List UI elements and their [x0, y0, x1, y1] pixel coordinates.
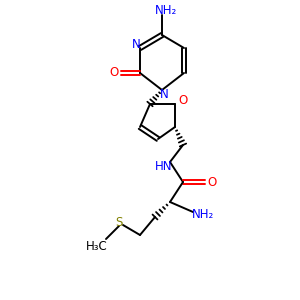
Text: O: O [207, 176, 217, 188]
Text: O: O [178, 94, 188, 106]
Text: N: N [132, 38, 140, 52]
Text: H₃C: H₃C [86, 241, 108, 254]
Text: NH₂: NH₂ [192, 208, 214, 220]
Text: NH₂: NH₂ [155, 4, 177, 16]
Text: S: S [115, 215, 123, 229]
Text: N: N [160, 88, 168, 101]
Text: HN: HN [155, 160, 173, 173]
Text: O: O [110, 67, 118, 80]
